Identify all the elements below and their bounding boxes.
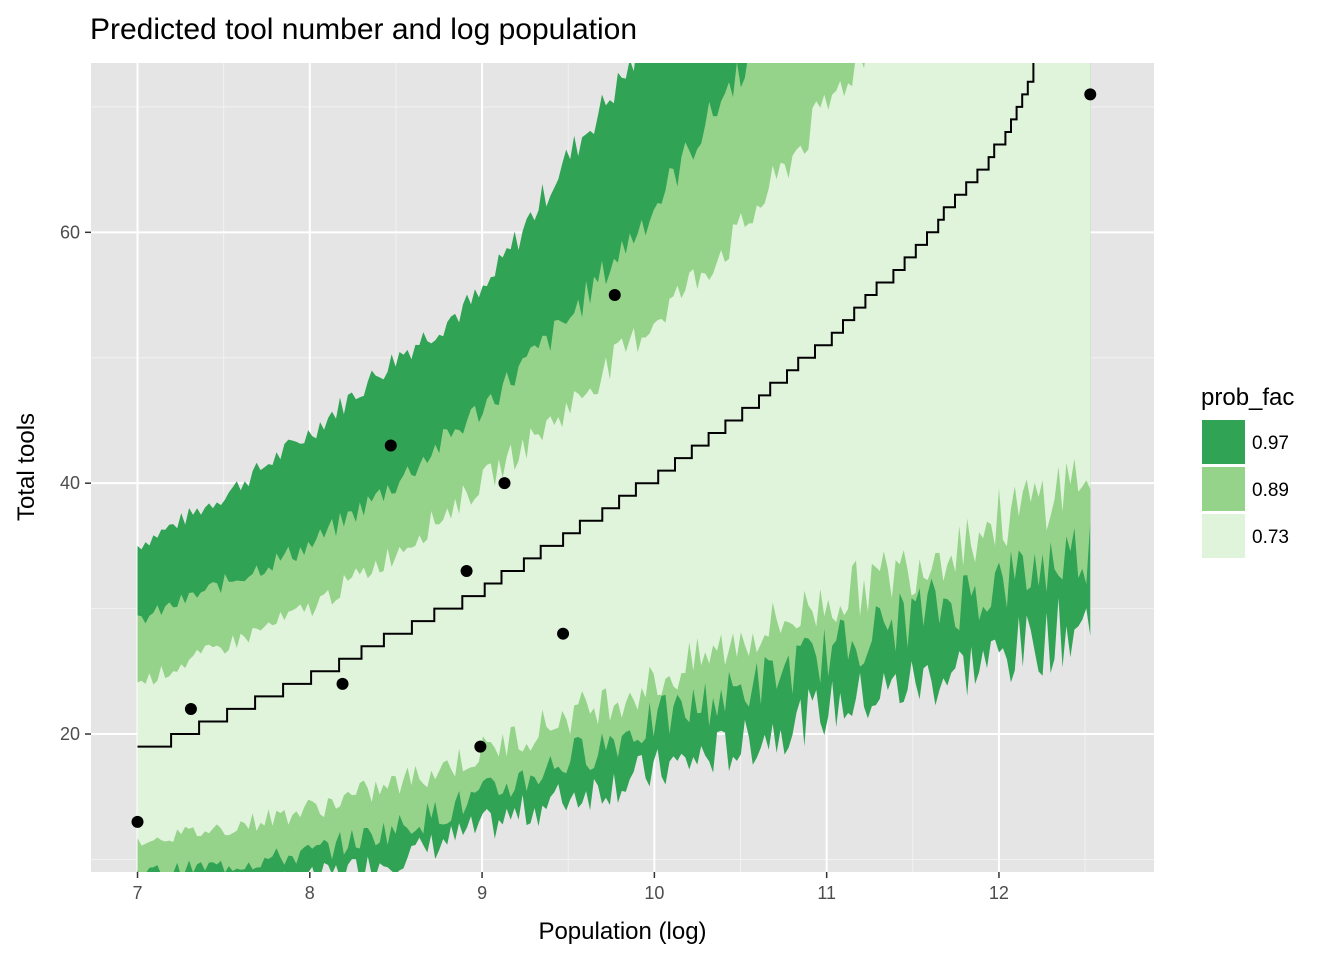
mean-line-group: [137, 63, 1035, 748]
legend-key-0.97: [1202, 420, 1245, 464]
y-tick-label: 60: [60, 222, 80, 242]
data-point: [557, 627, 570, 640]
x-tick-label: 9: [477, 883, 487, 903]
x-tick-label: 7: [133, 883, 143, 903]
y-axis-title: Total tools: [13, 413, 40, 521]
data-point: [498, 477, 511, 490]
legend-key-0.73: [1202, 514, 1245, 558]
data-point: [184, 702, 197, 715]
band-0.73: [137, 63, 1091, 846]
y-axis-ticks: 20 40 60: [60, 222, 91, 744]
probability-bands: [137, 63, 1091, 872]
data-point: [336, 677, 349, 690]
legend-label-0.73: 0.73: [1252, 527, 1289, 548]
legend-label-0.97: 0.97: [1252, 433, 1289, 454]
data-point: [460, 564, 473, 577]
y-tick-label: 40: [60, 473, 80, 493]
data-point: [131, 815, 144, 828]
mean-prediction-line: [137, 63, 1035, 748]
observed-points: [131, 88, 1097, 828]
x-tick-label: 8: [305, 883, 315, 903]
x-axis-title: Population (log): [538, 918, 706, 945]
x-tick-label: 10: [644, 883, 664, 903]
chart-title: Predicted tool number and log population: [90, 13, 637, 46]
x-tick-label: 12: [989, 883, 1009, 903]
y-tick-label: 20: [60, 724, 80, 744]
legend-title: prob_fac: [1201, 384, 1294, 411]
legend-label-0.89: 0.89: [1252, 480, 1289, 501]
data-point: [608, 289, 621, 302]
data-point: [1084, 88, 1097, 101]
data-point: [474, 740, 487, 753]
legend-key-0.89: [1202, 467, 1245, 511]
x-axis-ticks: 7 8 9 10 11 12: [133, 872, 1009, 903]
data-point: [384, 439, 397, 452]
legend: prob_fac 0.97 0.89 0.73: [1201, 384, 1294, 558]
x-tick-label: 11: [817, 883, 836, 903]
